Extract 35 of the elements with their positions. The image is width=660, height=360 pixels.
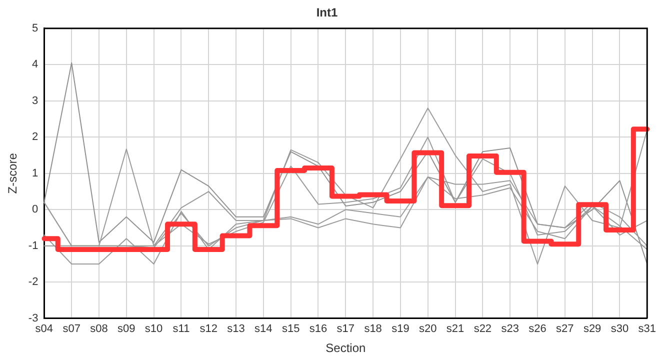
x-tick-label: s12 (200, 323, 218, 336)
y-axis-title: Z-score (6, 152, 20, 194)
x-tick-label: s29 (583, 323, 602, 336)
y-tick-label: 1 (32, 167, 38, 180)
y-tick-label: -3 (28, 312, 38, 324)
x-tick-label: s22 (474, 323, 492, 336)
x-tick-label: s27 (556, 323, 574, 336)
x-tick-label: s09 (118, 323, 136, 336)
y-tick-label: -1 (28, 240, 38, 252)
x-tick-label: s13 (227, 323, 245, 336)
x-tick-label: s16 (309, 323, 328, 336)
x-tick-label: s17 (336, 323, 355, 336)
x-tick-label: s04 (35, 323, 54, 336)
y-tick-label: 2 (32, 131, 38, 144)
chart-title: Int1 (316, 6, 338, 20)
x-tick-label: s23 (501, 323, 519, 336)
y-tick-label: 0 (32, 204, 38, 216)
x-tick-label: s07 (62, 323, 80, 336)
x-tick-label: s30 (610, 323, 629, 336)
x-tick-label: s20 (419, 323, 437, 336)
x-tick-label: s15 (282, 323, 300, 336)
x-tick-label: s18 (364, 323, 382, 336)
x-tick-label: s14 (254, 323, 272, 336)
y-tick-label: -2 (28, 276, 38, 288)
x-tick-label: s31 (638, 323, 656, 336)
x-tick-label: s21 (446, 323, 464, 336)
x-tick-label: s19 (392, 323, 410, 336)
x-axis-title: Section (326, 341, 366, 356)
y-tick-label: 3 (32, 94, 38, 107)
y-tick-label: 5 (32, 22, 38, 34)
x-tick-label: s10 (144, 323, 163, 336)
x-tick-label: s11 (172, 323, 190, 336)
x-tick-label: s08 (90, 323, 108, 336)
y-tick-label: 4 (32, 58, 38, 71)
x-tick-label: s26 (528, 323, 546, 336)
